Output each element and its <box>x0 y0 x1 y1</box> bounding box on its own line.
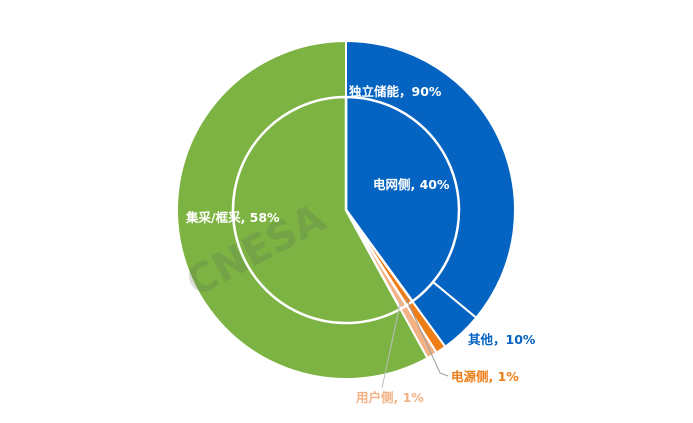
leader-line-generation <box>405 298 449 377</box>
inner-slice-grid <box>344 95 461 304</box>
inner-slice-procurement <box>231 95 403 325</box>
label-outer-other: 其他，10% <box>468 332 536 347</box>
label-inner-user: 用户侧, 1% <box>355 390 424 405</box>
leader-line-user <box>381 301 401 389</box>
label-inner-procurement: 集采/框采, 58% <box>185 210 280 225</box>
label-outer-independent: 独立储能，90% <box>348 84 442 99</box>
leader-lines <box>381 298 449 389</box>
data-labels: 独立储能，90% 其他，10% 电网侧, 40% 电源侧, 1% 用户侧, 1%… <box>185 84 536 405</box>
inner-ring <box>231 95 461 325</box>
label-inner-grid: 电网侧, 40% <box>373 177 450 192</box>
label-inner-generation: 电源侧, 1% <box>451 369 519 384</box>
